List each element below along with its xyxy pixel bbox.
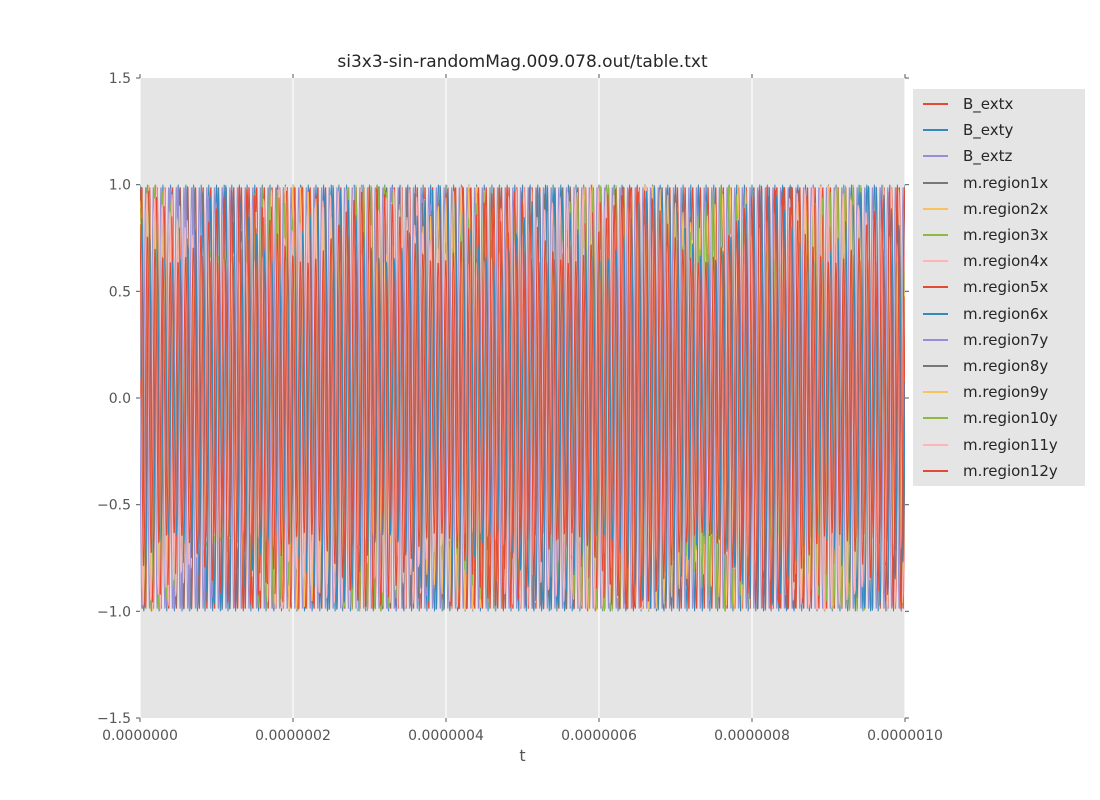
legend-entry-m.region1x: m.region1x (913, 170, 1085, 196)
legend-line-sample (923, 234, 948, 237)
legend-label: m.region6x (963, 304, 1049, 323)
y-tick-label: −1.0 (97, 604, 131, 620)
legend-entry-m.region5x: m.region5x (913, 274, 1085, 300)
legend-entry-B_exty: B_exty (913, 117, 1085, 143)
series-m.region12y (140, 186, 905, 610)
chart-title: si3x3-sin-randomMag.009.078.out/table.tx… (337, 52, 708, 72)
legend-line-sample (923, 260, 948, 263)
y-tick-label: −1.5 (97, 711, 131, 727)
legend-line-sample (923, 207, 948, 210)
legend-entry-m.region8y: m.region8y (913, 353, 1085, 379)
legend-label: m.region9y (963, 383, 1049, 402)
legend-entry-m.region10y: m.region10y (913, 405, 1085, 431)
legend-line-sample (923, 364, 948, 367)
y-tick-label: 0.0 (109, 391, 131, 407)
legend-label: m.region11y (963, 435, 1058, 454)
x-tick-label: 0.0000010 (867, 728, 943, 744)
y-tick-label: 0.5 (109, 284, 131, 300)
legend-label: B_exty (963, 121, 1014, 140)
legend-entry-B_extz: B_extz (913, 143, 1085, 169)
legend-entry-m.region7y: m.region7y (913, 327, 1085, 353)
legend-entry-m.region3x: m.region3x (913, 222, 1085, 248)
legend-line-sample (923, 103, 948, 106)
legend-line-sample (923, 469, 948, 472)
y-tick-label: −0.5 (97, 498, 131, 514)
legend-line-sample (923, 286, 948, 289)
legend-label: m.region1x (963, 173, 1049, 192)
x-tick-label: 0.0000000 (102, 728, 178, 744)
legend-entry-m.region12y: m.region12y (913, 458, 1085, 484)
legend-line-sample (923, 443, 948, 446)
legend-label: m.region3x (963, 226, 1049, 245)
legend-line-sample (923, 338, 948, 341)
legend-label: B_extx (963, 95, 1014, 114)
legend-line-sample (923, 155, 948, 158)
legend-entry-m.region4x: m.region4x (913, 248, 1085, 274)
legend-line-sample (923, 129, 948, 132)
legend-entry-m.region2x: m.region2x (913, 196, 1085, 222)
legend-entry-m.region6x: m.region6x (913, 301, 1085, 327)
y-tick-label: 1.0 (109, 178, 131, 194)
x-tick-label: 0.0000002 (255, 728, 331, 744)
legend-line-sample (923, 312, 948, 315)
legend-label: m.region10y (963, 409, 1058, 428)
legend-entry-m.region11y: m.region11y (913, 431, 1085, 457)
legend-label: m.region2x (963, 199, 1049, 218)
x-tick-label: 0.0000004 (408, 728, 484, 744)
legend-entry-m.region9y: m.region9y (913, 379, 1085, 405)
legend: B_extx B_exty B_extz m.region1x m.region2x m.… (913, 89, 1085, 486)
series-group (140, 184, 905, 612)
legend-line-sample (923, 391, 948, 394)
legend-entry-B_extx: B_extx (913, 91, 1085, 117)
y-tick-label: 1.5 (109, 71, 131, 87)
legend-label: m.region7y (963, 330, 1049, 349)
legend-label: m.region12y (963, 461, 1058, 480)
legend-label: B_extz (963, 147, 1013, 166)
legend-label: m.region4x (963, 252, 1049, 271)
legend-label: m.region5x (963, 278, 1049, 297)
legend-label: m.region8y (963, 356, 1049, 375)
x-axis-label: t (519, 746, 526, 765)
x-tick-label: 0.0000008 (714, 728, 790, 744)
x-tick-label: 0.0000006 (561, 728, 637, 744)
legend-line-sample (923, 181, 948, 184)
legend-line-sample (923, 417, 948, 420)
